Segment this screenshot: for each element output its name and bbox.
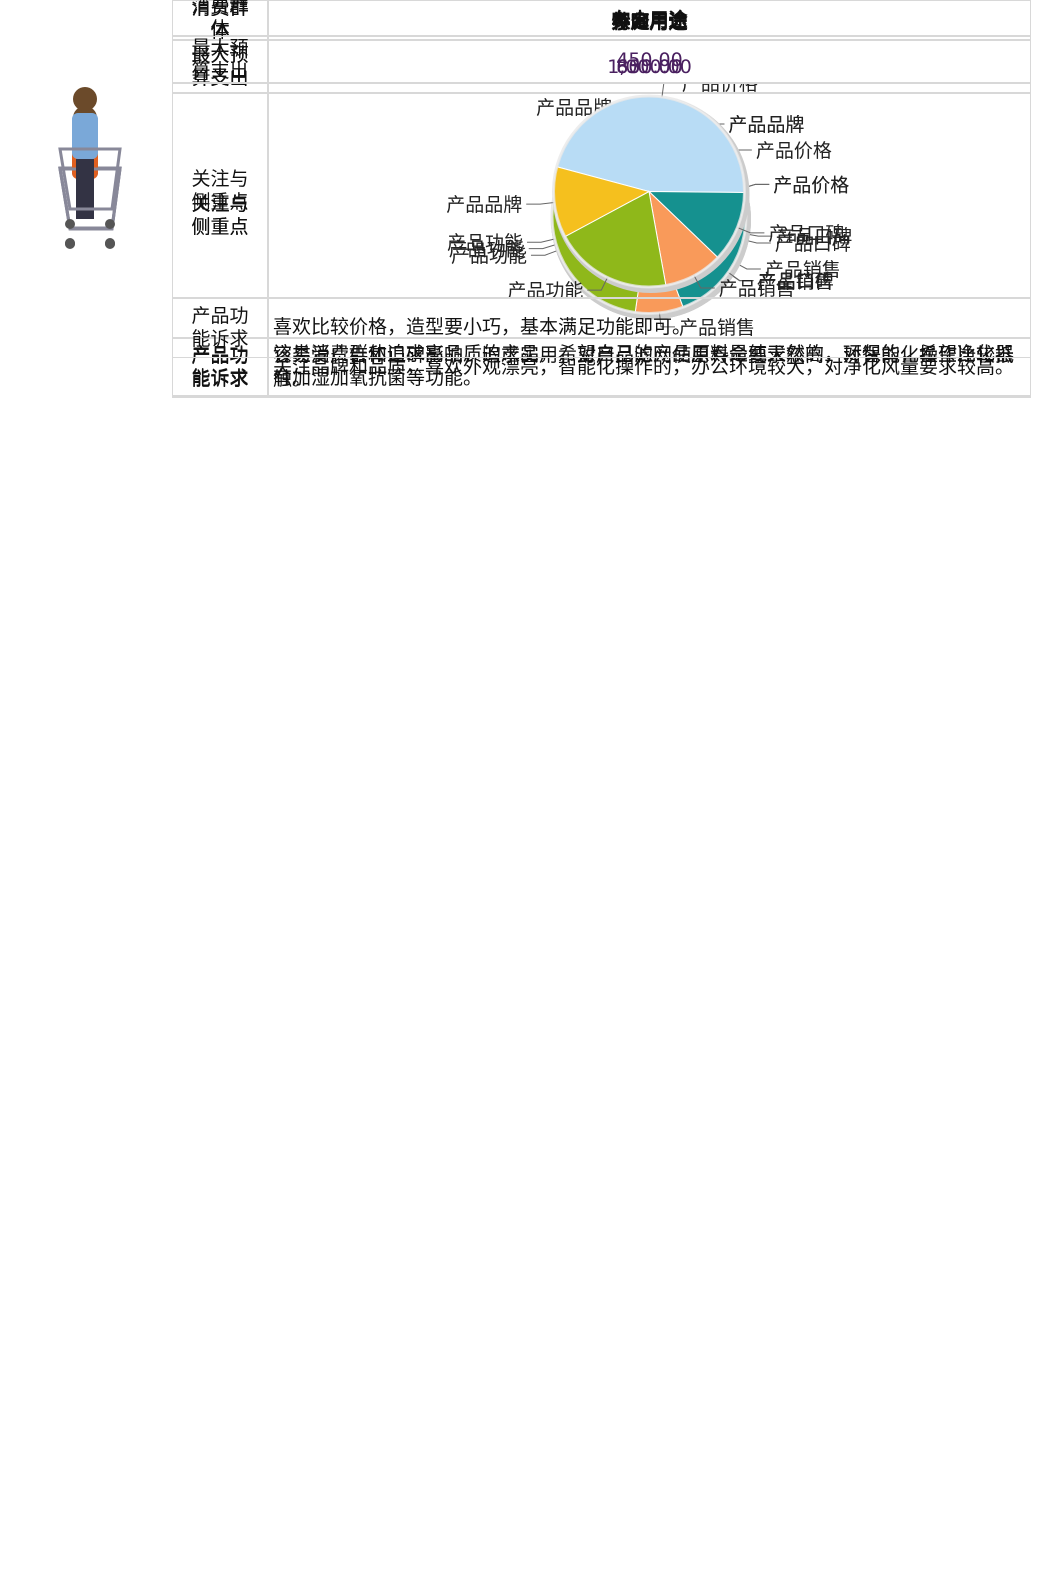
pie-label: 产品品牌 <box>446 194 522 216</box>
row-label: 消费群体 <box>172 0 268 36</box>
row-content: 车内用途 <box>268 0 1031 36</box>
row-label-text: 关注与侧重点 <box>191 168 250 214</box>
wheel <box>105 219 115 229</box>
wheel <box>65 219 75 229</box>
row-label: 最大预算支出 <box>172 36 268 83</box>
head <box>73 87 97 111</box>
title-text: 车内用途 <box>611 5 687 32</box>
row-label-text: 产品功能诉求 <box>191 305 250 351</box>
row-content: 450.00 <box>268 36 1031 83</box>
row-label: 关注与侧重点 <box>172 83 268 298</box>
person-illustration <box>0 0 170 358</box>
legs <box>76 159 94 199</box>
page: 消费群体特定用途最大预算支出1,000.00关注与侧重点产品品牌产品价格产品口碑… <box>0 0 1038 1586</box>
pie-label: 产品价格 <box>682 84 758 95</box>
pie-label: 产品功能 <box>507 280 583 297</box>
row-label-text: 消费群体 <box>191 0 250 41</box>
row-content: 产品价格产品口碑产品销售 产品功能 产品品牌 <box>268 83 1031 298</box>
appeal-text: 喜欢比较价格，造型要小巧，基本满足功能即可。 <box>273 316 691 340</box>
leader-line <box>662 84 678 97</box>
leader-line <box>526 202 554 204</box>
pie-label: 产品销售 <box>719 278 795 297</box>
row-label-text: 最大预算支出 <box>191 37 250 83</box>
budget-text: 450.00 <box>616 49 682 71</box>
row-label: 产品功能诉求 <box>172 298 268 358</box>
body <box>72 113 98 159</box>
pie-label: 产品口碑 <box>768 223 844 245</box>
row-content: 喜欢比较价格，造型要小巧，基本满足功能即可。 <box>268 298 1031 358</box>
